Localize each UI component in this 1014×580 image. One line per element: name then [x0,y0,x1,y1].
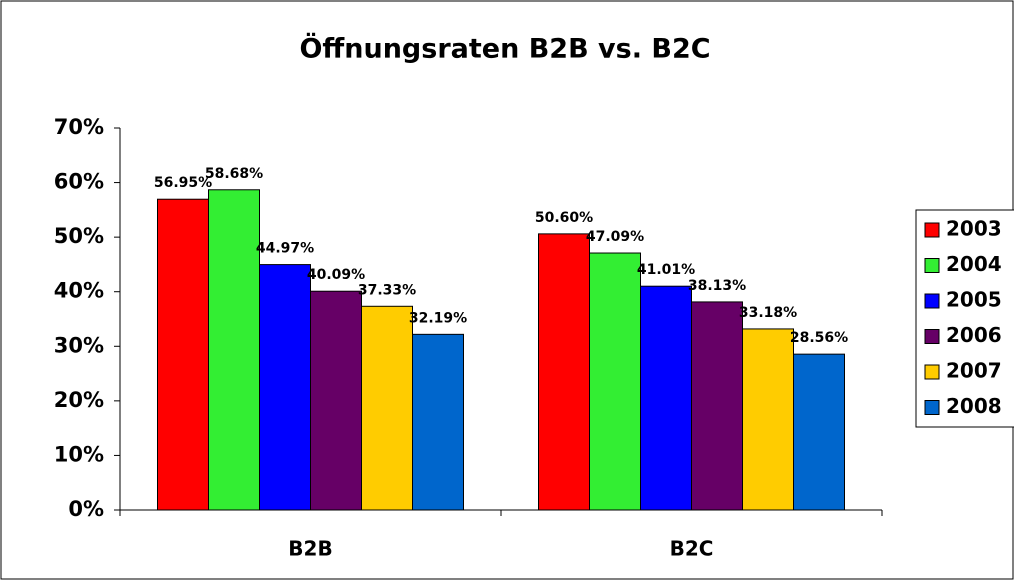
value-label: 38.13% [688,278,746,294]
legend-swatch [924,293,940,309]
legend-label: 2003 [946,217,1002,241]
bar [208,189,260,511]
y-tick-label: 70% [54,115,104,139]
y-tick-label: 50% [54,224,104,248]
x-tick-label: B2B [288,537,332,561]
legend-label: 2006 [946,323,1002,347]
value-label: 50.60% [535,210,593,226]
legend-swatch [924,329,940,344]
bar [742,328,794,511]
value-label: 58.68% [205,166,263,182]
y-tick-label: 30% [54,333,104,357]
bar [259,264,311,511]
legend-swatch [924,364,940,380]
y-tick-label: 60% [54,170,104,194]
bar [640,285,692,511]
value-label: 44.97% [256,241,314,257]
y-tick-label: 20% [54,388,104,412]
y-tick-label: 10% [54,442,104,466]
value-label: 56.95% [154,175,212,191]
value-label: 41.01% [637,262,695,278]
legend-swatch [924,222,940,238]
y-tick-label: 0% [68,497,104,521]
value-label: 28.56% [790,330,848,346]
value-label: 32.19% [409,310,467,326]
legend-label: 2005 [946,288,1002,312]
y-tick-label: 40% [54,279,104,303]
chart-title: Öffnungsraten B2B vs. B2C [299,32,710,65]
bar [310,290,362,511]
bar [538,233,590,511]
legend-label: 2008 [946,394,1002,418]
bar [793,353,845,511]
bar [691,301,743,511]
value-label: 37.33% [358,282,416,298]
value-label: 47.09% [586,229,644,245]
bar [157,198,209,511]
bar [361,305,413,511]
value-label: 33.18% [739,305,797,321]
legend-swatch [924,400,940,415]
legend-swatch [924,258,940,273]
bar [589,252,641,511]
value-label: 40.09% [307,267,365,283]
legend-label: 2007 [946,359,1002,383]
legend-box [915,209,1014,428]
x-tick-label: B2C [670,537,714,561]
bar [412,333,464,511]
legend-label: 2004 [946,252,1002,276]
